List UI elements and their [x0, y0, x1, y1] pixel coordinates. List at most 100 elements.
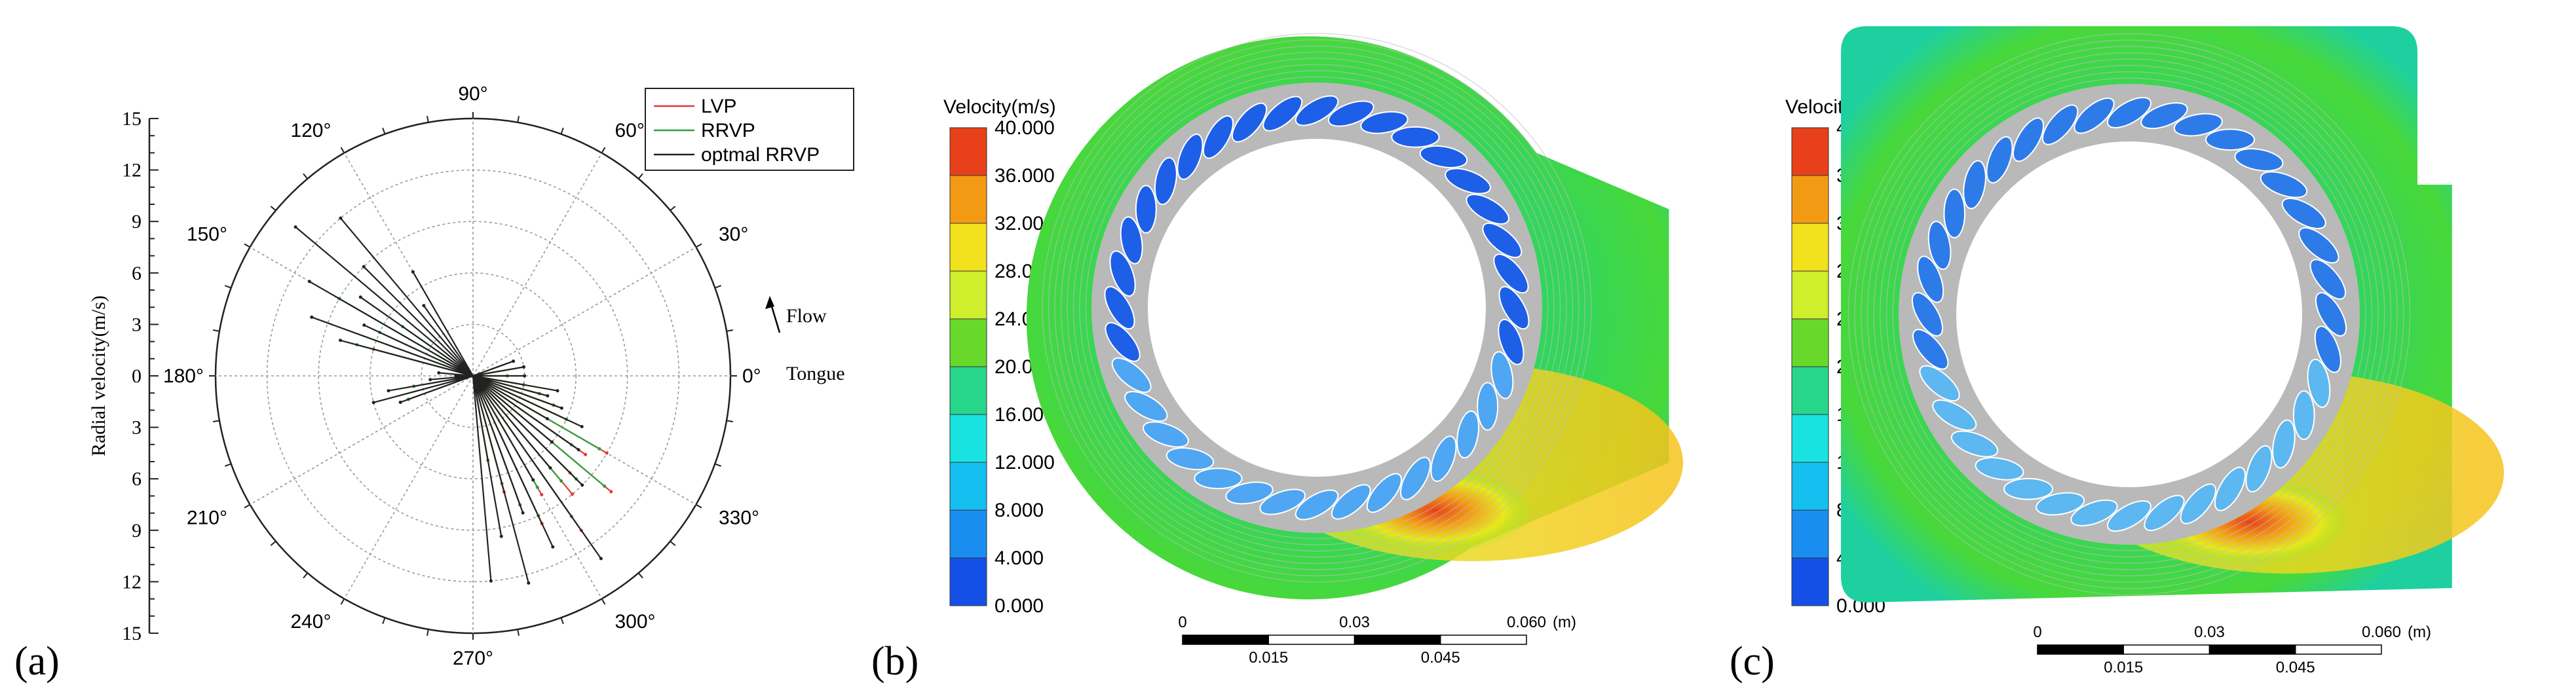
impeller-blade — [1135, 185, 1157, 234]
scale-label: 0.03 — [1339, 614, 1370, 631]
streamline — [1067, 58, 1567, 558]
colorbar-tick-label: 4.000 — [994, 547, 1044, 569]
panel-label: (b) — [871, 639, 919, 684]
impeller-blade — [2245, 445, 2273, 493]
colorbar-swatch — [1791, 366, 1829, 415]
streamline — [1847, 33, 2411, 596]
scale-label: 0.045 — [1421, 649, 1460, 667]
data-point — [605, 451, 609, 455]
streamline — [1861, 46, 2398, 583]
data-point — [545, 417, 549, 420]
scale-label: 0 — [2033, 623, 2041, 641]
data-point — [559, 479, 563, 483]
angle-tick — [426, 115, 429, 123]
streamline — [1892, 77, 2366, 551]
impeller-blade — [1445, 168, 1491, 194]
impeller-blade — [1143, 421, 1189, 448]
data-point — [371, 401, 375, 405]
colorbar-swatch — [949, 366, 987, 415]
colorbar-swatch — [949, 127, 987, 176]
data-point — [387, 389, 390, 393]
impeller-hub — [1956, 141, 2302, 487]
colorbar-swatch — [949, 175, 987, 224]
angle-label-90: 90° — [458, 83, 487, 105]
angle-tick — [560, 617, 564, 625]
panel-label: (c) — [1730, 639, 1775, 684]
angle-tick — [601, 147, 606, 154]
impeller-blade — [1104, 286, 1135, 330]
radial-tick-label: 12 — [122, 571, 142, 593]
legend-entry: RRVP — [701, 120, 755, 141]
radial-tick-label: 3 — [132, 314, 142, 335]
impeller-blade — [1262, 96, 1303, 132]
data-point — [339, 216, 343, 220]
data-point — [428, 378, 432, 382]
angle-tick — [340, 147, 345, 154]
data-point — [597, 447, 601, 451]
angle-tick — [695, 243, 702, 248]
colorbar-tick-label: 0.000 — [994, 595, 1044, 617]
colorbar-swatch — [949, 270, 987, 320]
impeller-blade — [1231, 102, 1268, 143]
colorbar-swatch — [1791, 175, 1829, 224]
impeller-blade — [1927, 221, 1952, 270]
velocity-contour-b: Velocity(m/s)40.00036.00032.00028.00024.… — [871, 33, 1683, 684]
polar-spoke — [472, 246, 696, 377]
angle-tick — [224, 285, 232, 289]
streamline — [1873, 58, 2385, 570]
radial-tick-label: 6 — [132, 263, 142, 284]
angle-tick — [224, 463, 232, 467]
angle-label-60: 60° — [615, 120, 645, 141]
legend-box — [645, 88, 854, 171]
impeller-blade — [1259, 488, 1306, 515]
polar-chart: 15 12 9 6 3 0 3 6 9 12 15 Radial velocity(m/s) 0° 30… — [14, 83, 854, 684]
impeller-blade — [2041, 104, 2079, 145]
data-point — [580, 425, 584, 429]
radial-tick-label: 9 — [132, 211, 142, 232]
impeller-blade — [1911, 292, 1944, 337]
data-point — [339, 339, 343, 342]
angle-tick — [426, 629, 429, 636]
angle-tick — [601, 598, 606, 605]
series-optmal-rrvp — [295, 217, 602, 584]
data-point — [548, 466, 552, 470]
impeller-blade — [1295, 489, 1339, 521]
polar-spoke — [472, 153, 603, 377]
legend-entry: LVP — [701, 96, 736, 117]
scale-label: 0.060 — [2362, 623, 2401, 641]
impeller-blade — [1154, 157, 1177, 206]
colorbar-swatch — [949, 318, 987, 367]
impeller-blade — [2292, 390, 2315, 440]
colorbar-swatch — [1791, 223, 1829, 272]
impeller-blade — [2180, 483, 2217, 525]
impeller-blade — [1975, 457, 2024, 481]
radial-axis: 15 12 9 6 3 0 3 6 9 12 15 Radial velocity(m/s) — [88, 108, 159, 644]
polar-spoke — [343, 375, 474, 599]
angle-tick — [212, 329, 220, 332]
legend-entry: optmal RRVP — [701, 144, 820, 166]
data-point — [609, 490, 613, 494]
data-point — [307, 280, 311, 284]
streamline — [1079, 70, 1555, 545]
angle-tick — [303, 572, 309, 579]
angle-tick — [244, 243, 251, 248]
angle-tick — [517, 629, 520, 636]
angle-tick — [303, 173, 309, 179]
data-point — [521, 511, 525, 515]
polar-spoke — [250, 375, 474, 506]
impeller-blade — [1498, 318, 1525, 365]
colorbar-swatch — [949, 223, 987, 272]
angle-tick — [382, 127, 386, 135]
polar-ring — [369, 272, 577, 479]
scale-segment — [2123, 644, 2210, 655]
data-point — [571, 492, 575, 496]
data-point — [362, 265, 366, 268]
angle-tick — [270, 540, 276, 546]
impeller-blade — [1225, 481, 1274, 505]
data-point — [531, 478, 535, 482]
impeller-blade — [1419, 145, 1468, 168]
impeller-blade — [1120, 216, 1143, 265]
angle-tick — [382, 617, 386, 625]
scale-label: 0.015 — [1249, 649, 1288, 667]
impeller-blade — [2012, 117, 2045, 162]
